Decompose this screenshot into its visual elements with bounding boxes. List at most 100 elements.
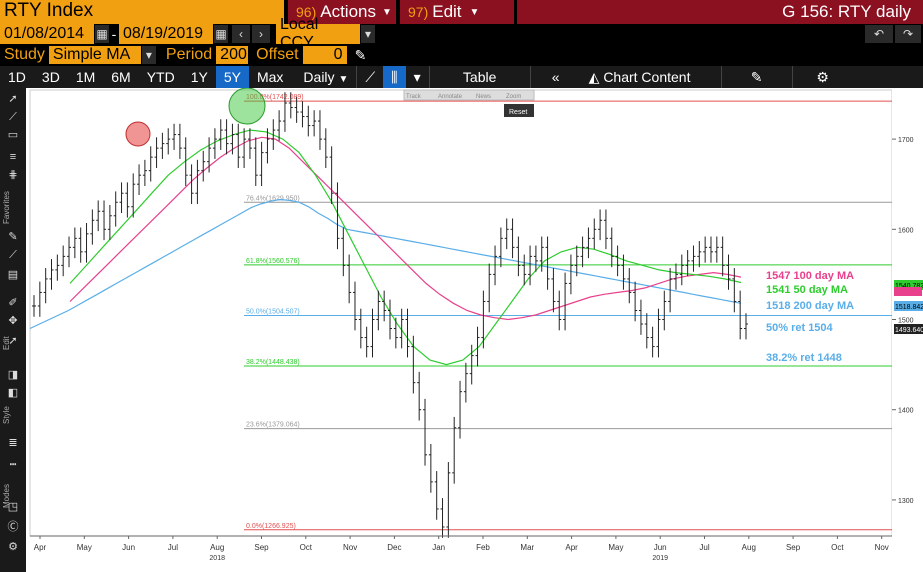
peak-marker-red [125, 121, 151, 147]
fib-level-label: 100.0%(1742.089) [246, 94, 304, 101]
table-button[interactable]: Table [430, 66, 530, 88]
reset-button[interactable] [504, 104, 534, 117]
mini-news-button[interactable]: News [476, 94, 491, 100]
period-tab-6m[interactable]: 6M [111, 69, 131, 85]
line-tool-icon[interactable]: ⟋ [9, 111, 17, 123]
frequency-label: Daily [303, 69, 335, 85]
x-tick-label: Jul [699, 543, 709, 552]
chart-content-icon: ◭ [588, 69, 600, 85]
start-date-input[interactable]: 01/08/2014 [0, 24, 94, 44]
settings-gear-icon[interactable]: ⚙ [816, 69, 829, 85]
divider [529, 66, 531, 88]
mode-icon[interactable]: ◳ [7, 501, 19, 513]
calendar-icon[interactable]: ▦ [95, 25, 109, 43]
study-label: Study [4, 46, 45, 63]
redo-icon[interactable]: ↷ [895, 25, 921, 43]
mini-zoom-button[interactable]: Zoom [506, 94, 521, 100]
channel-tool-icon[interactable]: ▤ [7, 269, 19, 281]
y-tick-label: 1500 [898, 318, 914, 325]
chevron-down-icon[interactable]: ▾ [141, 46, 156, 64]
x-tick-label: Jun [122, 543, 135, 552]
period-tab-1m[interactable]: 1M [75, 69, 96, 85]
drawing-sidebar: ➚ ⟋ ▭ ≡ ⋕ Favorites ✎ ⟋ ▤ ✐ ✥ ➚ Edit ◨ ◧… [0, 88, 26, 572]
period-tab-1d[interactable]: 1D [8, 69, 26, 85]
ma200-line [29, 198, 742, 330]
end-date-input[interactable]: 08/19/2019 [119, 24, 213, 44]
period-tab-3d[interactable]: 3D [41, 69, 60, 85]
last-value-tag [894, 324, 923, 334]
fib-tool-icon[interactable]: ≡ [9, 151, 17, 163]
divider [356, 66, 358, 88]
color-tool-icon[interactable]: ◨ [7, 369, 19, 381]
period-input[interactable]: 200 [216, 46, 249, 64]
period-tab-ytd[interactable]: YTD [146, 69, 175, 85]
study-select[interactable]: Simple MA [48, 46, 141, 64]
fib-level-label: 50.0%(1504.507) [246, 308, 300, 315]
undo-icon[interactable]: ↶ [865, 25, 893, 43]
last-value-tag [894, 287, 922, 296]
chevron-down-icon: ▼ [469, 6, 480, 18]
mini-annotate-button[interactable]: Annotate [438, 94, 463, 100]
legend-entry: 1518 200 day MA [766, 300, 854, 312]
mini-track-button[interactable]: Track [406, 94, 422, 100]
x-tick-label: Dec [387, 543, 401, 552]
fib-level-label: 61.8%(1560.576) [246, 258, 300, 265]
pointer-tool-icon[interactable]: ➚ [8, 335, 18, 347]
cursor-icon[interactable]: ➚ [8, 93, 18, 105]
refresh-icon[interactable]: Ⓒ [7, 521, 19, 533]
x-tick-label: Feb [476, 543, 490, 552]
legend-entry: 50% ret 1504 [766, 322, 834, 334]
prev-period-button[interactable]: ‹ [232, 25, 250, 43]
fib-level-label: 23.6%(1379.064) [246, 422, 300, 429]
fill-tool-icon[interactable]: ◧ [7, 387, 19, 399]
divider [791, 66, 793, 88]
chart-type-chevron-down-icon[interactable]: ▾ [413, 69, 421, 85]
title-bar: RTY Index 96) Actions ▼ 97) Edit ▼ G 156… [0, 0, 923, 24]
period-tab-5y[interactable]: 5Y [215, 66, 249, 88]
line-chart-icon[interactable]: ⟋ [365, 69, 376, 85]
width-tool-icon[interactable]: ≣ [8, 437, 18, 449]
chevron-down-icon[interactable]: ▾ [361, 25, 375, 43]
chevron-down-icon: ▼ [381, 6, 392, 18]
reset-label: Reset [509, 109, 527, 116]
actions-label: Actions [320, 2, 376, 21]
calendar-icon[interactable]: ▦ [214, 25, 228, 43]
chart-content-button[interactable]: ◭ Chart Content [581, 66, 721, 88]
offset-input[interactable]: 0 [302, 46, 347, 64]
y-tick-label: 1700 [898, 137, 914, 144]
actions-menu-button[interactable]: 96) Actions ▼ [288, 0, 396, 24]
period-tab-1y[interactable]: 1Y [190, 69, 208, 85]
plot-area [29, 89, 893, 537]
draw-tool-icon[interactable]: ✐ [8, 297, 18, 309]
last-value-label: 1493.640 [895, 327, 923, 334]
price-chart[interactable]: 100.0%(1742.089) 76.4%(1629.950) 61.8%(156… [26, 88, 923, 572]
text-tool-icon[interactable]: ▭ [7, 129, 19, 141]
y-tick-label: 1300 [898, 498, 914, 505]
edit-chart-icon[interactable]: ✎ [750, 69, 763, 85]
pen-tool-icon[interactable]: ✎ [8, 231, 18, 243]
last-value-tag [894, 280, 923, 290]
offset-label: Offset [256, 46, 299, 63]
dash-tool-icon[interactable]: ┅ [9, 459, 17, 471]
pencil-icon[interactable]: ✎ [354, 46, 367, 63]
edit-menu-button[interactable]: 97) Edit ▼ [400, 0, 514, 24]
collapse-icon[interactable]: « [551, 69, 560, 85]
x-tick-label: Oct [831, 543, 844, 552]
currency-select[interactable]: Local CCY [276, 16, 360, 51]
period-tab-max[interactable]: Max [256, 69, 284, 85]
brush-tool-icon[interactable]: ⟋ [9, 249, 17, 261]
security-title-box[interactable]: RTY Index [0, 0, 284, 24]
gann-tool-icon[interactable]: ⋕ [8, 169, 18, 181]
year-label: 2019 [652, 555, 668, 562]
x-tick-label: Jan [432, 543, 445, 552]
chart-svg: 100.0%(1742.089) 76.4%(1629.950) 61.8%(156… [29, 88, 923, 562]
study-bar: Study Simple MA ▾ Period 200 Offset 0 ✎ [0, 44, 923, 66]
move-tool-icon[interactable]: ✥ [8, 315, 18, 327]
chart-content-label: Chart Content [603, 69, 691, 85]
next-period-button[interactable]: › [252, 25, 270, 43]
mini-toolbar [403, 89, 535, 101]
gear-icon[interactable]: ⚙ [8, 541, 18, 553]
bar-chart-icon[interactable]: ⫼ [383, 66, 406, 88]
frequency-select[interactable]: Daily ▼ [295, 66, 356, 88]
x-tick-label: Mar [520, 543, 534, 552]
